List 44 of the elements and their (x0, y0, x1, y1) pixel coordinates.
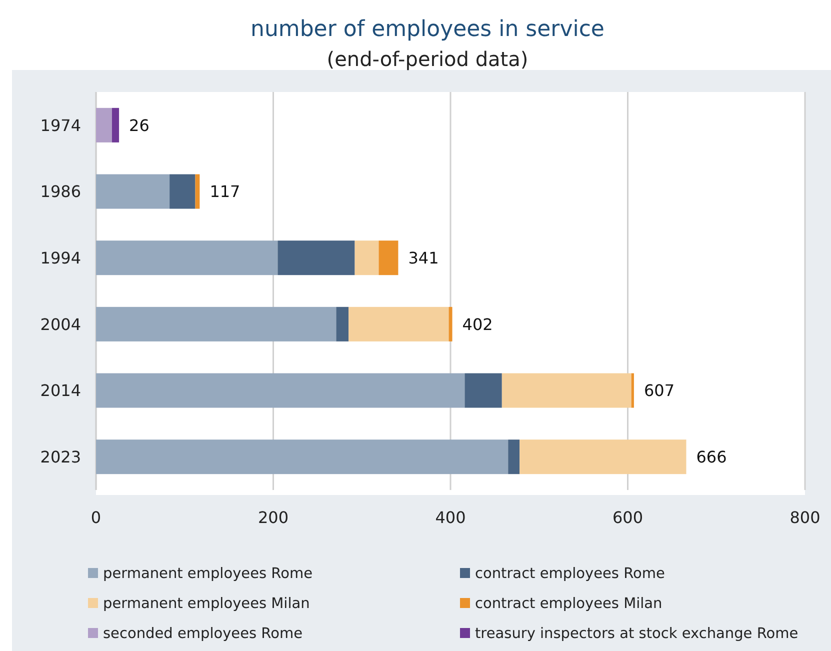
x-tick-label: 400 (435, 508, 466, 527)
bar (631, 373, 634, 408)
bar (448, 306, 452, 342)
bar (520, 440, 686, 474)
y-tick-label: 1974 (40, 116, 81, 135)
bar (354, 240, 379, 276)
x-tick-label: 800 (790, 508, 820, 527)
total-label: 607 (644, 381, 674, 400)
bar (378, 240, 398, 276)
bar (96, 240, 278, 276)
total-label: 26 (129, 116, 150, 135)
total-label: 117 (210, 182, 240, 202)
y-tick-label: 1986 (40, 182, 81, 202)
total-label: 402 (462, 314, 493, 334)
chart-subtitle: (end-of-period data) (326, 47, 528, 71)
total-label: 666 (696, 447, 727, 466)
bar (464, 373, 502, 408)
legend-label: seconded employees Rome (103, 626, 303, 642)
total-label: 341 (408, 248, 439, 268)
bar (96, 373, 465, 408)
bar (336, 306, 349, 342)
legend-label: permanent employees Rome (103, 566, 313, 582)
bar (278, 240, 355, 276)
bar (96, 174, 170, 209)
legend-label: contract employees Rome (475, 566, 665, 582)
bar (112, 108, 120, 142)
chart-title: number of employees in service (250, 17, 604, 42)
bar (96, 306, 336, 342)
bar (508, 440, 520, 474)
y-tick-label: 1994 (40, 248, 81, 268)
x-tick-label: 600 (612, 508, 644, 527)
bar (170, 174, 196, 209)
bar (502, 373, 632, 408)
legend-label: contract employees Milan (475, 596, 662, 612)
x-tick-label: 0 (90, 508, 102, 527)
x-tick-label: 200 (258, 508, 289, 527)
bar (96, 108, 112, 142)
legend-label: treasury inspectors at stock exchange Rome (475, 626, 798, 642)
bar (348, 306, 449, 342)
y-tick-label: 2023 (40, 447, 81, 466)
bar (96, 440, 508, 474)
legend-label: permanent employees Milan (103, 596, 310, 612)
y-tick-label: 2004 (40, 314, 81, 334)
y-tick-label: 2014 (40, 381, 81, 400)
